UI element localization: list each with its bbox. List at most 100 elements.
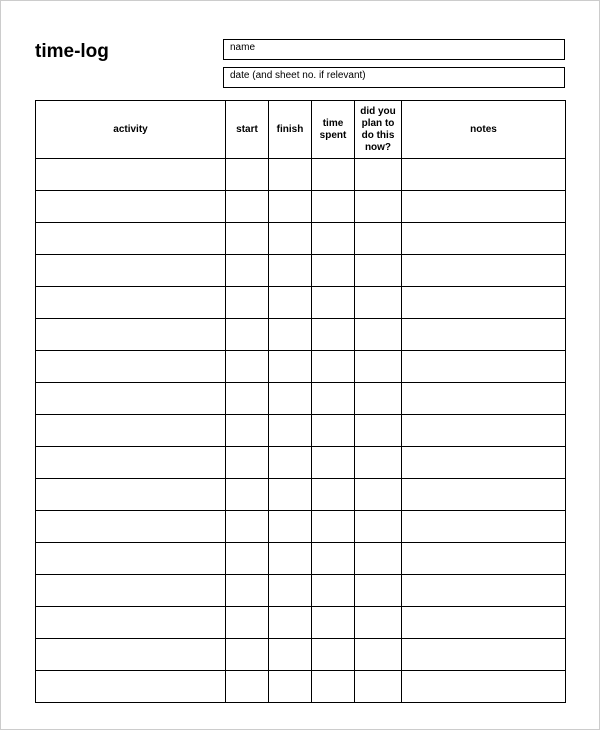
table-cell[interactable] bbox=[402, 319, 566, 351]
date-field[interactable]: date (and sheet no. if relevant) bbox=[223, 67, 565, 88]
table-cell[interactable] bbox=[312, 287, 355, 319]
table-cell[interactable] bbox=[36, 639, 226, 671]
table-cell[interactable] bbox=[312, 223, 355, 255]
table-cell[interactable] bbox=[312, 447, 355, 479]
table-cell[interactable] bbox=[269, 479, 312, 511]
table-cell[interactable] bbox=[312, 671, 355, 703]
table-cell[interactable] bbox=[355, 255, 402, 287]
table-cell[interactable] bbox=[226, 383, 269, 415]
table-cell[interactable] bbox=[312, 479, 355, 511]
table-cell[interactable] bbox=[226, 191, 269, 223]
table-cell[interactable] bbox=[226, 511, 269, 543]
table-cell[interactable] bbox=[312, 351, 355, 383]
table-cell[interactable] bbox=[312, 159, 355, 191]
table-cell[interactable] bbox=[226, 319, 269, 351]
table-cell[interactable] bbox=[402, 543, 566, 575]
table-cell[interactable] bbox=[36, 575, 226, 607]
table-cell[interactable] bbox=[402, 383, 566, 415]
table-cell[interactable] bbox=[226, 159, 269, 191]
table-cell[interactable] bbox=[402, 575, 566, 607]
table-cell[interactable] bbox=[402, 479, 566, 511]
table-cell[interactable] bbox=[312, 383, 355, 415]
table-cell[interactable] bbox=[36, 191, 226, 223]
table-cell[interactable] bbox=[355, 543, 402, 575]
table-cell[interactable] bbox=[36, 511, 226, 543]
table-cell[interactable] bbox=[269, 415, 312, 447]
table-cell[interactable] bbox=[36, 351, 226, 383]
table-cell[interactable] bbox=[269, 319, 312, 351]
table-cell[interactable] bbox=[312, 639, 355, 671]
table-cell[interactable] bbox=[355, 575, 402, 607]
table-cell[interactable] bbox=[312, 255, 355, 287]
table-cell[interactable] bbox=[226, 607, 269, 639]
table-cell[interactable] bbox=[402, 447, 566, 479]
table-cell[interactable] bbox=[312, 575, 355, 607]
table-cell[interactable] bbox=[226, 639, 269, 671]
table-cell[interactable] bbox=[269, 511, 312, 543]
table-cell[interactable] bbox=[402, 671, 566, 703]
table-cell[interactable] bbox=[269, 671, 312, 703]
table-cell[interactable] bbox=[269, 223, 312, 255]
table-cell[interactable] bbox=[269, 351, 312, 383]
table-cell[interactable] bbox=[355, 415, 402, 447]
table-cell[interactable] bbox=[36, 223, 226, 255]
table-cell[interactable] bbox=[269, 447, 312, 479]
table-cell[interactable] bbox=[355, 639, 402, 671]
table-cell[interactable] bbox=[36, 159, 226, 191]
table-cell[interactable] bbox=[36, 479, 226, 511]
table-cell[interactable] bbox=[355, 671, 402, 703]
table-cell[interactable] bbox=[355, 607, 402, 639]
table-cell[interactable] bbox=[402, 415, 566, 447]
table-cell[interactable] bbox=[226, 223, 269, 255]
table-cell[interactable] bbox=[355, 159, 402, 191]
table-cell[interactable] bbox=[226, 479, 269, 511]
table-cell[interactable] bbox=[402, 223, 566, 255]
table-cell[interactable] bbox=[312, 607, 355, 639]
table-cell[interactable] bbox=[355, 287, 402, 319]
table-cell[interactable] bbox=[312, 319, 355, 351]
table-cell[interactable] bbox=[312, 415, 355, 447]
table-cell[interactable] bbox=[402, 255, 566, 287]
table-cell[interactable] bbox=[355, 191, 402, 223]
table-cell[interactable] bbox=[355, 511, 402, 543]
table-cell[interactable] bbox=[402, 639, 566, 671]
table-cell[interactable] bbox=[226, 351, 269, 383]
table-cell[interactable] bbox=[269, 191, 312, 223]
table-cell[interactable] bbox=[402, 287, 566, 319]
table-cell[interactable] bbox=[36, 607, 226, 639]
table-cell[interactable] bbox=[402, 607, 566, 639]
table-cell[interactable] bbox=[269, 255, 312, 287]
table-cell[interactable] bbox=[269, 383, 312, 415]
table-cell[interactable] bbox=[226, 671, 269, 703]
table-cell[interactable] bbox=[36, 383, 226, 415]
table-cell[interactable] bbox=[269, 287, 312, 319]
table-cell[interactable] bbox=[269, 607, 312, 639]
table-cell[interactable] bbox=[312, 191, 355, 223]
table-cell[interactable] bbox=[402, 511, 566, 543]
table-cell[interactable] bbox=[36, 287, 226, 319]
table-cell[interactable] bbox=[36, 255, 226, 287]
table-cell[interactable] bbox=[355, 479, 402, 511]
table-cell[interactable] bbox=[226, 575, 269, 607]
table-cell[interactable] bbox=[269, 543, 312, 575]
table-cell[interactable] bbox=[402, 191, 566, 223]
table-cell[interactable] bbox=[36, 415, 226, 447]
table-cell[interactable] bbox=[226, 543, 269, 575]
table-cell[interactable] bbox=[402, 351, 566, 383]
table-cell[interactable] bbox=[355, 447, 402, 479]
table-cell[interactable] bbox=[355, 319, 402, 351]
table-cell[interactable] bbox=[355, 351, 402, 383]
table-cell[interactable] bbox=[312, 511, 355, 543]
table-cell[interactable] bbox=[355, 383, 402, 415]
table-cell[interactable] bbox=[312, 543, 355, 575]
table-cell[interactable] bbox=[226, 415, 269, 447]
table-cell[interactable] bbox=[226, 255, 269, 287]
table-cell[interactable] bbox=[36, 319, 226, 351]
table-cell[interactable] bbox=[226, 287, 269, 319]
table-cell[interactable] bbox=[36, 671, 226, 703]
table-cell[interactable] bbox=[269, 639, 312, 671]
name-field[interactable]: name bbox=[223, 39, 565, 60]
table-cell[interactable] bbox=[226, 447, 269, 479]
table-cell[interactable] bbox=[36, 447, 226, 479]
table-cell[interactable] bbox=[355, 223, 402, 255]
